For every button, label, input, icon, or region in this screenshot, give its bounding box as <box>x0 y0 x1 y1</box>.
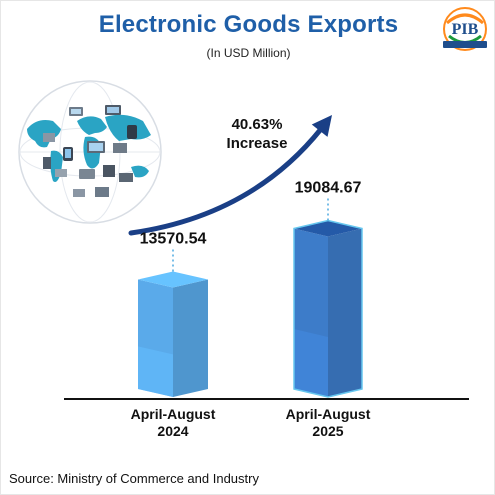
bar-0-category-label-line-0: April-August <box>131 406 216 422</box>
pib-logo-text: PIB <box>452 21 479 38</box>
bar-0-top-face <box>138 271 208 288</box>
source-note: Source: Ministry of Commerce and Industr… <box>9 471 259 486</box>
pib-logo-icon: PIB <box>443 7 487 51</box>
growth-annotation: 40.63% Increase <box>197 115 317 153</box>
bar-1-category-label-line-1: 2025 <box>312 423 343 439</box>
bar-1-value-label: 19084.67 <box>295 179 362 196</box>
bar-0-right-face <box>173 279 208 397</box>
bar-0-value-label: 13570.54 <box>140 230 207 247</box>
bar-0-category-label-line-1: 2024 <box>157 423 188 439</box>
bar-0-lower-band <box>138 346 173 397</box>
growth-arrow-icon <box>128 126 324 236</box>
bar-1-right-face <box>328 228 362 397</box>
page-title: Electronic Goods Exports <box>98 11 399 38</box>
bar-1 <box>293 219 363 398</box>
page-subtitle: (In USD Million) <box>206 46 291 60</box>
growth-percentage: 40.63% <box>231 116 283 133</box>
growth-label: Increase <box>226 135 288 152</box>
bar-1-category-label-line-0: April-August <box>286 406 371 422</box>
bar-1-lower-band <box>294 328 328 397</box>
globe-electronics-icon <box>18 80 162 224</box>
growth-arrowhead <box>311 115 332 137</box>
bar-0 <box>138 271 208 397</box>
